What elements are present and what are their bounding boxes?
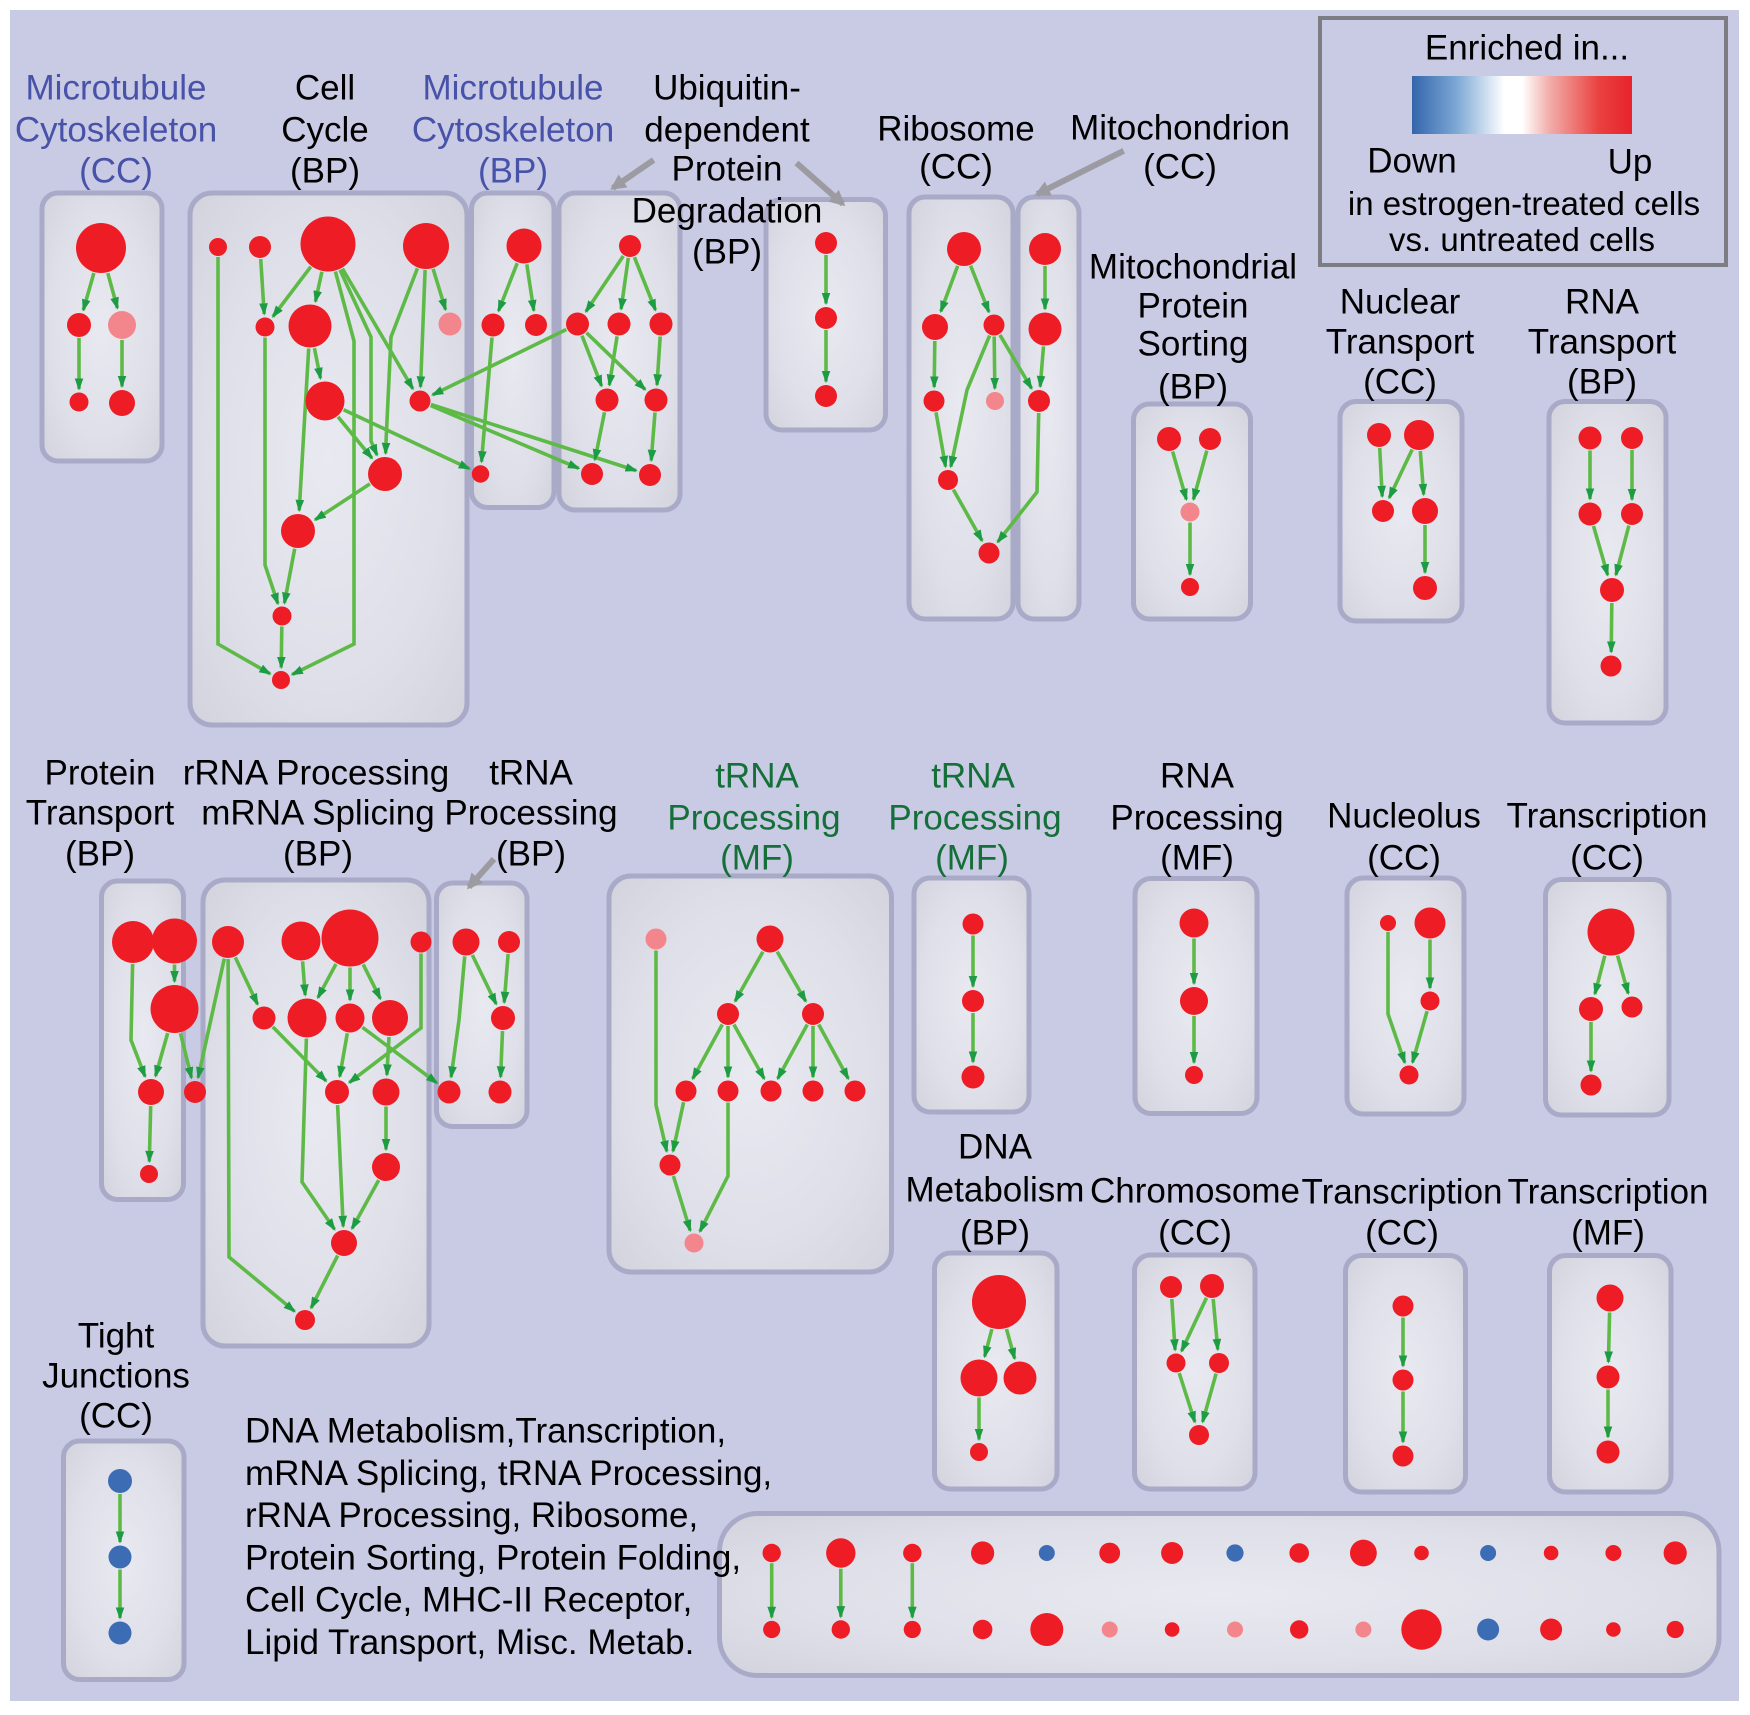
svg-text:Microtubule: Microtubule	[423, 69, 604, 108]
svg-text:Protein: Protein	[45, 754, 156, 793]
svg-text:Metabolism: Metabolism	[906, 1171, 1085, 1210]
svg-text:DNA: DNA	[958, 1128, 1033, 1167]
svg-text:(CC): (CC)	[1363, 363, 1437, 402]
svg-text:(BP): (BP)	[478, 152, 548, 191]
svg-text:(BP): (BP)	[1567, 363, 1637, 402]
svg-text:(CC): (CC)	[1570, 839, 1644, 878]
svg-text:(MF): (MF)	[1160, 839, 1234, 878]
svg-text:Cycle: Cycle	[281, 111, 369, 150]
svg-text:(MF): (MF)	[935, 839, 1009, 878]
svg-text:Nucleolus: Nucleolus	[1327, 797, 1481, 836]
svg-text:Ubiquitin-: Ubiquitin-	[653, 69, 801, 108]
svg-text:Transport: Transport	[26, 794, 175, 833]
svg-text:Processing: Processing	[667, 799, 840, 838]
svg-text:Nuclear: Nuclear	[1340, 283, 1461, 322]
svg-text:Lipid Transport, Misc. Metab.: Lipid Transport, Misc. Metab.	[245, 1623, 694, 1662]
svg-text:Up: Up	[1608, 143, 1653, 182]
svg-text:(CC): (CC)	[1143, 148, 1217, 187]
svg-text:(BP): (BP)	[960, 1214, 1030, 1253]
svg-text:(MF): (MF)	[1571, 1214, 1645, 1253]
svg-text:Junctions: Junctions	[42, 1357, 190, 1396]
svg-text:Degradation: Degradation	[632, 192, 823, 231]
svg-text:RNA: RNA	[1160, 757, 1235, 796]
svg-text:Transport: Transport	[1528, 323, 1677, 362]
svg-text:(CC): (CC)	[919, 148, 993, 187]
svg-text:(CC): (CC)	[1365, 1214, 1439, 1253]
svg-text:DNA Metabolism,Transcription,: DNA Metabolism,Transcription,	[245, 1412, 726, 1451]
svg-text:(CC): (CC)	[79, 1397, 153, 1436]
svg-text:(BP): (BP)	[1158, 368, 1228, 407]
svg-text:vs. untreated cells: vs. untreated cells	[1389, 221, 1655, 258]
svg-text:tRNA: tRNA	[931, 757, 1015, 796]
svg-text:Chromosome: Chromosome	[1090, 1172, 1300, 1211]
svg-text:tRNA: tRNA	[489, 754, 573, 793]
svg-text:Protein: Protein	[1138, 287, 1249, 326]
svg-text:Transcription: Transcription	[1507, 797, 1708, 836]
svg-text:(MF): (MF)	[720, 839, 794, 878]
svg-text:Microtubule: Microtubule	[26, 69, 207, 108]
svg-text:Transcription: Transcription	[1302, 1173, 1503, 1212]
svg-text:Processing: Processing	[888, 799, 1061, 838]
svg-text:mRNA Splicing, tRNA Processing: mRNA Splicing, tRNA Processing,	[245, 1454, 772, 1493]
svg-text:(CC): (CC)	[79, 152, 153, 191]
svg-text:Transport: Transport	[1326, 323, 1475, 362]
svg-text:(BP): (BP)	[692, 233, 762, 272]
svg-text:rRNA Processing: rRNA Processing	[183, 754, 449, 793]
svg-text:Cell: Cell	[295, 69, 355, 108]
svg-text:Processing: Processing	[444, 794, 617, 833]
svg-text:Down: Down	[1367, 142, 1456, 181]
svg-text:Ribosome: Ribosome	[877, 110, 1035, 149]
svg-text:(CC): (CC)	[1367, 839, 1441, 878]
svg-text:Tight: Tight	[78, 1317, 155, 1356]
svg-text:Mitochondrial: Mitochondrial	[1089, 248, 1297, 287]
svg-text:Cell Cycle, MHC-II Receptor,: Cell Cycle, MHC-II Receptor,	[245, 1581, 692, 1620]
svg-text:Processing: Processing	[1110, 799, 1283, 838]
svg-text:mRNA Splicing: mRNA Splicing	[201, 794, 434, 833]
svg-text:Sorting: Sorting	[1138, 325, 1249, 364]
svg-text:Protein: Protein	[672, 150, 783, 189]
svg-text:Protein Sorting, Protein Foldi: Protein Sorting, Protein Folding,	[245, 1538, 741, 1577]
svg-text:(CC): (CC)	[1158, 1214, 1232, 1253]
svg-text:(BP): (BP)	[290, 152, 360, 191]
svg-text:rRNA Processing, Ribosome,: rRNA Processing, Ribosome,	[245, 1496, 698, 1535]
svg-text:(BP): (BP)	[283, 835, 353, 874]
svg-text:tRNA: tRNA	[715, 757, 799, 796]
svg-text:in estrogen-treated cells: in estrogen-treated cells	[1348, 185, 1700, 222]
svg-text:RNA: RNA	[1565, 283, 1640, 322]
svg-text:dependent: dependent	[644, 111, 810, 150]
svg-text:Cytoskeleton: Cytoskeleton	[15, 111, 217, 150]
svg-text:Enriched in...: Enriched in...	[1425, 29, 1629, 68]
svg-text:Mitochondrion: Mitochondrion	[1070, 109, 1290, 148]
svg-text:Transcription: Transcription	[1508, 1173, 1709, 1212]
svg-text:(BP): (BP)	[65, 835, 135, 874]
svg-text:Cytoskeleton: Cytoskeleton	[412, 111, 614, 150]
svg-text:(BP): (BP)	[496, 835, 566, 874]
